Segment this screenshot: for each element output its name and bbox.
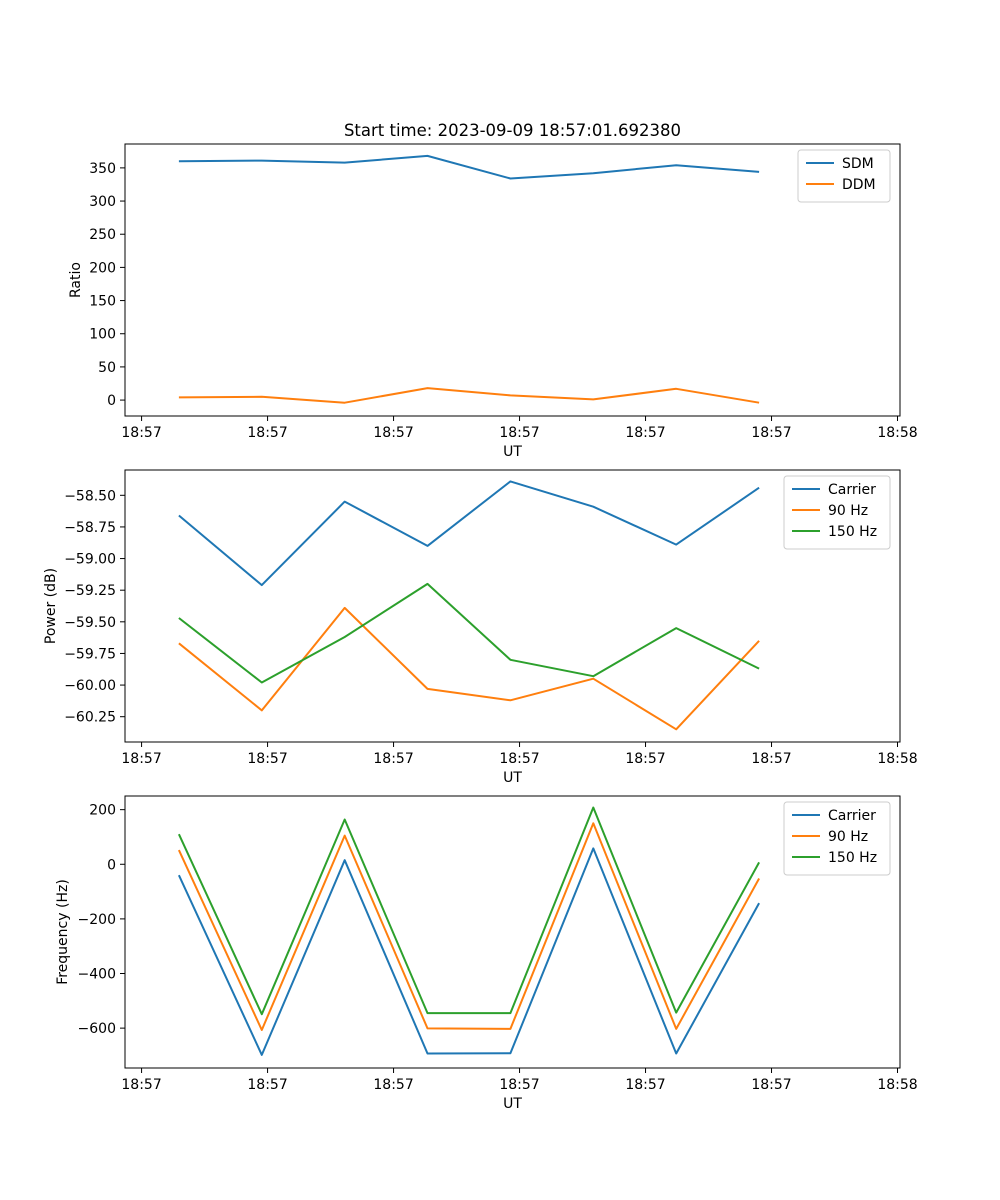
x-tick-label: 18:57 [499,751,539,767]
axes-frame [124,795,901,1069]
x-tick-label: 18:57 [373,1077,413,1093]
legend-label: 150 Hz [828,524,877,540]
y-tick-label: −59.50 [64,615,116,631]
legend-label: 90 Hz [828,503,868,519]
legend: SDM DDM [797,149,891,203]
y-tick-label: −58.50 [64,488,116,504]
chart-title: Start time: 2023-09-09 18:57:01.692380 [344,121,681,140]
y-tick-label: −59.00 [64,552,116,568]
y-tick-label: 50 [98,360,116,376]
series-line-ddm [178,387,760,404]
x-tick-label: 18:57 [499,425,539,441]
y-tick-label: 100 [89,327,116,343]
legend-label: SDM [842,156,874,172]
legend: Carrier 90 Hz 150 Hz [783,475,891,550]
x-tick-label: 18:57 [373,425,413,441]
legend-label: 150 Hz [828,850,877,866]
y-axis-label: Power (dB) [43,568,59,644]
x-tick-label: 18:57 [247,425,287,441]
y-tick-label: 200 [89,803,116,819]
y-axis-label: Frequency (Hz) [55,879,71,985]
axes-frame [124,469,901,743]
axes-frame [124,143,901,417]
y-tick-label: −60.25 [64,710,116,726]
ratio-panel: 0 50 100 150 200 250 300 350 18:57 18:57 18:57 18:5… [68,121,918,460]
y-tick-label: −400 [78,967,116,983]
series-line-sdm [178,154,760,180]
x-axis-label: UT [503,1096,522,1112]
y-tick-label: −59.25 [64,583,116,599]
series-line-150-hz [178,582,760,684]
series-line-carrier [177,847,760,1056]
x-tick-label: 18:57 [751,425,791,441]
y-tick-label: −600 [78,1021,116,1037]
x-axis-label: UT [503,444,522,460]
legend: Carrier 90 Hz 150 Hz [783,801,891,876]
x-tick-label: 18:57 [121,425,161,441]
legend-label: Carrier [828,482,876,498]
legend-label: 90 Hz [828,829,868,845]
x-tick-label: 18:57 [499,1077,539,1093]
frequency-panel: −600 −400 −200 0 200 18:57 18:57 18:57 18:57 18:5… [55,795,918,1112]
y-tick-label: 0 [107,857,116,873]
x-tick-label: 18:58 [877,751,917,767]
y-tick-label: 150 [89,294,116,310]
y-tick-label: −60.00 [64,678,116,694]
y-tick-label: 200 [89,260,116,276]
x-tick-label: 18:58 [877,1077,917,1093]
y-tick-label: 250 [89,227,116,243]
x-tick-label: 18:57 [751,751,791,767]
x-tick-label: 18:57 [247,1077,287,1093]
y-tick-label: 0 [107,393,116,409]
legend-label: Carrier [828,808,876,824]
y-axis-label: Ratio [68,262,84,298]
x-tick-label: 18:57 [247,751,287,767]
x-tick-label: 18:57 [121,1077,161,1093]
y-tick-label: −200 [78,912,116,928]
x-tick-label: 18:57 [373,751,413,767]
x-tick-label: 18:57 [121,751,161,767]
series-line-carrier [178,480,760,587]
series-line-150-hz [177,806,760,1016]
x-tick-label: 18:57 [625,425,665,441]
x-tick-label: 18:57 [625,1077,665,1093]
legend-label: DDM [842,177,876,193]
y-tick-label: 350 [89,161,116,177]
x-axis-label: UT [503,770,522,786]
y-tick-label: −59.75 [64,646,116,662]
series-line-90-hz [177,822,760,1031]
x-tick-label: 18:58 [877,425,917,441]
y-tick-label: −58.75 [64,520,116,536]
series-line-90-hz [178,606,760,731]
y-tick-label: 300 [89,194,116,210]
x-tick-label: 18:57 [751,1077,791,1093]
power-panel: −60.25 −60.00 −59.75 −59.50 −59.25 −59.00 −58.… [43,469,918,786]
x-tick-label: 18:57 [625,751,665,767]
